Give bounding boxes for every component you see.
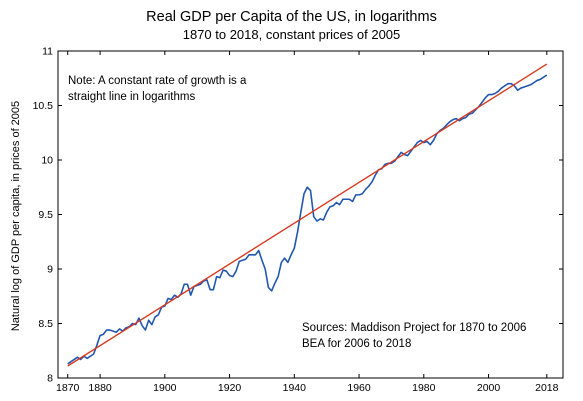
trend-line	[67, 63, 548, 367]
tick-layer: 8 8.5 9 9.5 10 10.5 11 1870 1880 1900 1920 1940 1960…	[33, 46, 563, 394]
x-tick-label: 1870	[56, 382, 80, 394]
y-tick-label: 9.5	[38, 209, 53, 221]
y-tick-label: 8	[47, 373, 53, 385]
gdp-series-line	[67, 74, 548, 365]
x-tick-label: 2000	[477, 382, 501, 394]
x-tick-label: 1920	[218, 382, 242, 394]
x-tick-label: 1900	[153, 382, 177, 394]
series-layer	[67, 63, 548, 367]
y-axis-label: Natural log of GDP per capita, in prices…	[10, 101, 22, 331]
y-tick-label: 10.5	[33, 100, 54, 112]
y-tick-label: 9	[47, 264, 53, 276]
sources-annotation-line: BEA for 2006 to 2018	[302, 338, 411, 350]
y-tick-label: 8.5	[38, 318, 53, 330]
note-annotation-line: straight line in logarithms	[68, 91, 195, 103]
chart-title: Real GDP per Capita of the US, in logari…	[146, 9, 437, 25]
x-tick-label: 1960	[347, 382, 371, 394]
annotation-layer: Note: A constant rate of growth is a stra…	[68, 75, 526, 350]
sources-annotation-line: Sources: Maddison Project for 1870 to 20…	[302, 322, 526, 334]
y-tick-label: 11	[42, 46, 53, 58]
y-tick-label: 10	[41, 155, 53, 167]
x-tick-label: 1880	[88, 382, 112, 394]
x-tick-label: 2018	[535, 382, 559, 394]
x-tick-label: 1940	[283, 382, 307, 394]
note-annotation-line: Note: A constant rate of growth is a	[68, 75, 247, 87]
chart-subtitle: 1870 to 2018, constant prices of 2005	[183, 27, 401, 42]
x-tick-label: 1980	[412, 382, 436, 394]
